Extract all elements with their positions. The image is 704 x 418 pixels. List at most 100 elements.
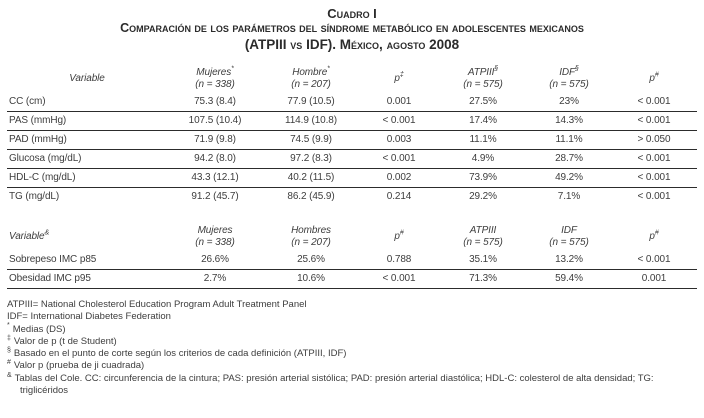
cell: 0.002 xyxy=(359,168,439,188)
cell: 77.9 (10.5) xyxy=(263,93,359,112)
header-label: p# xyxy=(394,229,404,242)
footnote-marker: # xyxy=(654,229,659,237)
header-label: ATPIII xyxy=(469,225,497,236)
row-label: Glucosa (mg/dL) xyxy=(7,149,167,169)
header-label: ATPIII§ xyxy=(467,65,499,78)
cell: 71.3% xyxy=(439,269,527,289)
footnote-line: § Basado en el punto de corte según los c… xyxy=(7,347,697,360)
cell: 91.2 (45.7) xyxy=(191,191,239,202)
cell: < 0.001 xyxy=(611,149,697,169)
cell: 10.6% xyxy=(263,269,359,289)
col-header-idf: IDF (n = 575) xyxy=(527,223,611,251)
header-label: Hombre* xyxy=(292,65,330,78)
footnote-marker: § xyxy=(494,65,499,73)
header-label: p# xyxy=(649,71,659,84)
cell: 73.9% xyxy=(439,168,527,188)
col-header-mujeres: Mujeres (n = 338) xyxy=(167,223,263,251)
footnote-marker: * xyxy=(231,65,234,73)
row-obesidad: Obesidad IMC p95 2.7% 10.6% < 0.001 71.3… xyxy=(7,269,697,289)
row-label: PAS (mmHg) xyxy=(7,111,167,131)
footnote-marker: * xyxy=(327,65,330,73)
cell: 17.4% xyxy=(439,111,527,131)
col-header-variable: Variable& xyxy=(7,223,167,251)
cell: < 0.001 xyxy=(359,269,439,289)
cell: 75.3 (8.4) xyxy=(167,93,263,112)
header-label: Mujeres xyxy=(197,225,233,236)
cell: 71.9 (9.8) xyxy=(167,130,263,150)
footnote-text: Tablas del Cole. CC: circunferencia de l… xyxy=(14,372,654,397)
cell: 43.3 (12.1) xyxy=(167,168,263,188)
footnote-line: # Valor p (prueba de ji cuadrada) xyxy=(7,359,697,372)
table-title-block: Cuadro I Comparación de los parámetros d… xyxy=(7,6,697,53)
col-header-p-student: p‡ xyxy=(359,65,439,93)
cell: 0.001 xyxy=(611,269,697,289)
header-sub: (n = 338) xyxy=(195,237,235,248)
row-cc: CC (cm) 75.3 (8.4) 77.9 (10.5) 0.001 27.… xyxy=(7,93,697,112)
header-sub: (n = 575) xyxy=(549,237,589,248)
cell: 0.003 xyxy=(359,130,439,150)
row-label: CC (cm) xyxy=(7,93,167,112)
row-label: TG (mg/dL) xyxy=(9,191,60,202)
footnote-symbol: & xyxy=(7,371,12,379)
footnote-symbol: * xyxy=(7,322,10,330)
cell: 86.2 (45.9) xyxy=(287,191,335,202)
cell: 49.2% xyxy=(527,168,611,188)
cell: 13.2% xyxy=(527,251,611,270)
footnote-line: IDF= International Diabetes Federation xyxy=(7,311,697,323)
table-number: Cuadro I xyxy=(327,6,377,21)
col-header-idf: IDF§ (n = 575) xyxy=(527,65,611,93)
cell: 107.5 (10.4) xyxy=(167,111,263,131)
cell: < 0.001 xyxy=(611,168,697,188)
section1-header-row: Variable Mujeres* (n = 338) Hombre* (n =… xyxy=(7,65,697,93)
cell: 26.6% xyxy=(167,251,263,270)
col-header-p-chi: p# xyxy=(611,65,697,93)
cell: 74.5 (9.9) xyxy=(263,130,359,150)
footnote-text: Valor de p (t de Student) xyxy=(13,335,117,347)
cell: < 0.001 xyxy=(611,93,697,112)
cell: 0.214 xyxy=(386,191,412,202)
table-title: Comparación de los parámetros del síndro… xyxy=(120,21,584,35)
cell: 0.001 xyxy=(359,93,439,112)
col-header-atpiii: ATPIII§ (n = 575) xyxy=(439,65,527,93)
cell: 4.9% xyxy=(439,149,527,169)
cell: 7.1% xyxy=(557,191,581,202)
row-tg: TG (mg/dL) 91.2 (45.7) 86.2 (45.9) 0.214… xyxy=(7,188,697,207)
cell: < 0.001 xyxy=(611,251,697,270)
footnote-text: Medias (DS) xyxy=(12,323,66,335)
cell: 114.9 (10.8) xyxy=(263,111,359,131)
header-sub: (n = 207) xyxy=(291,237,331,248)
header-label: Mujeres* xyxy=(196,65,234,78)
row-pad: PAD (mmHg) 71.9 (9.8) 74.5 (9.9) 0.003 1… xyxy=(7,130,697,150)
row-hdl-c: HDL-C (mg/dL) 43.3 (12.1) 40.2 (11.5) 0.… xyxy=(7,168,697,188)
header-label: Variable& xyxy=(9,229,50,242)
cell: 11.1% xyxy=(527,130,611,150)
header-label: p# xyxy=(649,229,659,242)
col-header-hombres: Hombres (n = 207) xyxy=(263,223,359,251)
footnote-line: * Medias (DS) xyxy=(7,322,697,336)
footnote-symbol: ‡ xyxy=(7,334,11,342)
cell: > 0.050 xyxy=(611,130,697,150)
col-header-mujeres: Mujeres* (n = 338) xyxy=(167,65,263,93)
cell: 23% xyxy=(527,93,611,112)
header-label: IDF§ xyxy=(559,65,579,78)
cell: 97.2 (8.3) xyxy=(263,149,359,169)
cell: 25.6% xyxy=(263,251,359,270)
col-header-atpiii: ATPIII (n = 575) xyxy=(439,223,527,251)
footnote-line: ATPIII= National Cholesterol Education P… xyxy=(7,299,697,311)
table-subtitle: (ATPIII vs IDF). México, agosto 2008 xyxy=(244,37,460,52)
col-header-hombre: Hombre* (n = 207) xyxy=(263,65,359,93)
footnote-symbol: § xyxy=(7,347,11,355)
header-sub: (n = 575) xyxy=(463,237,503,248)
header-sub: (n = 575) xyxy=(463,79,503,90)
section2-header-row: Variable& Mujeres (n = 338) Hombres (n =… xyxy=(7,223,697,251)
cell: < 0.001 xyxy=(359,149,439,169)
cell: 28.7% xyxy=(527,149,611,169)
header-label: Hombres xyxy=(291,225,331,236)
header-sub: (n = 338) xyxy=(195,79,235,90)
col-header-variable: Variable xyxy=(7,65,167,93)
footnote-marker: & xyxy=(44,229,50,237)
row-glucosa: Glucosa (mg/dL) 94.2 (8.0) 97.2 (8.3) < … xyxy=(7,149,697,169)
cell: 11.1% xyxy=(439,130,527,150)
row-pas: PAS (mmHg) 107.5 (10.4) 114.9 (10.8) < 0… xyxy=(7,111,697,131)
